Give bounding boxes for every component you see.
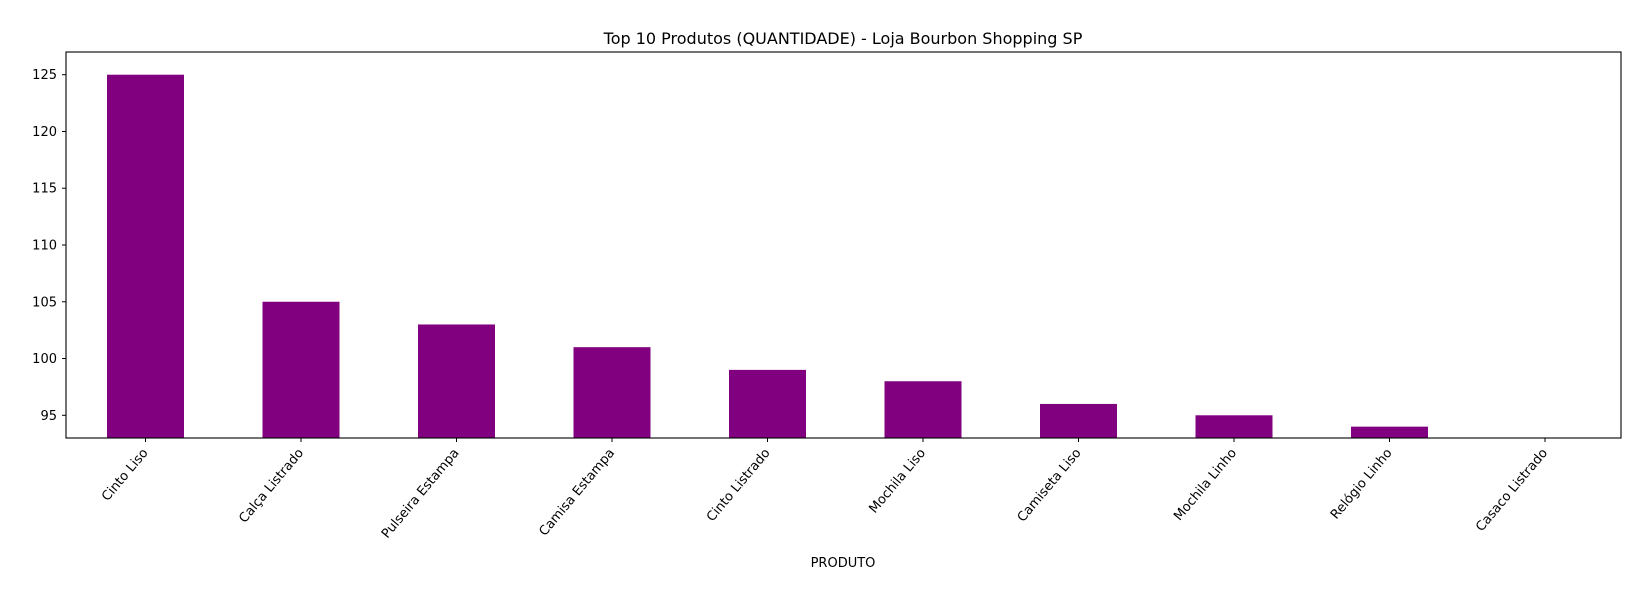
y-tick-label: 120: [32, 125, 57, 140]
x-tick-label: Cinto Listrado: [704, 446, 774, 525]
x-tick-label: Camisa Estampa: [536, 446, 618, 539]
bar-9: [1351, 426, 1428, 438]
y-tick-label: 110: [32, 239, 57, 254]
bar-8: [1195, 415, 1273, 438]
x-axis-ticks: Cinto Liso Calça Listrado Pulseira Estampa…: [99, 438, 1551, 542]
bar-5: [729, 369, 806, 438]
x-axis-label: PRODUTO: [811, 556, 876, 571]
y-tick-label: 125: [32, 68, 57, 83]
chart-title: Top 10 Produtos (QUANTIDADE) - Loja Bour…: [603, 29, 1083, 48]
plot-frame: [65, 51, 1622, 439]
y-tick-label: 95: [40, 409, 57, 424]
bar-2: [262, 301, 340, 438]
x-tick-label: Mochila Linho: [1171, 446, 1240, 524]
x-tick-label: Relógio Linho: [1328, 446, 1396, 523]
x-tick-label: Casaco Listrado: [1473, 446, 1551, 535]
x-tick-label: Calça Listrado: [236, 446, 307, 526]
y-tick-label: 105: [32, 295, 57, 310]
bar-7: [1040, 403, 1117, 438]
x-tick-label: Mochila Liso: [866, 446, 929, 517]
bar-6: [884, 381, 962, 438]
bars-group: [107, 74, 1428, 439]
bar-3: [418, 324, 495, 438]
x-tick-label: Camiseta Liso: [1015, 446, 1085, 525]
y-tick-label: 100: [32, 352, 57, 367]
bar-4: [573, 347, 651, 438]
y-axis-ticks: 95 100 105 110 115 120 125: [32, 68, 66, 424]
x-tick-label: Cinto Liso: [99, 446, 151, 504]
y-tick-label: 115: [32, 182, 57, 197]
x-tick-label: Pulseira Estampa: [379, 446, 463, 542]
bar-1: [107, 74, 184, 439]
